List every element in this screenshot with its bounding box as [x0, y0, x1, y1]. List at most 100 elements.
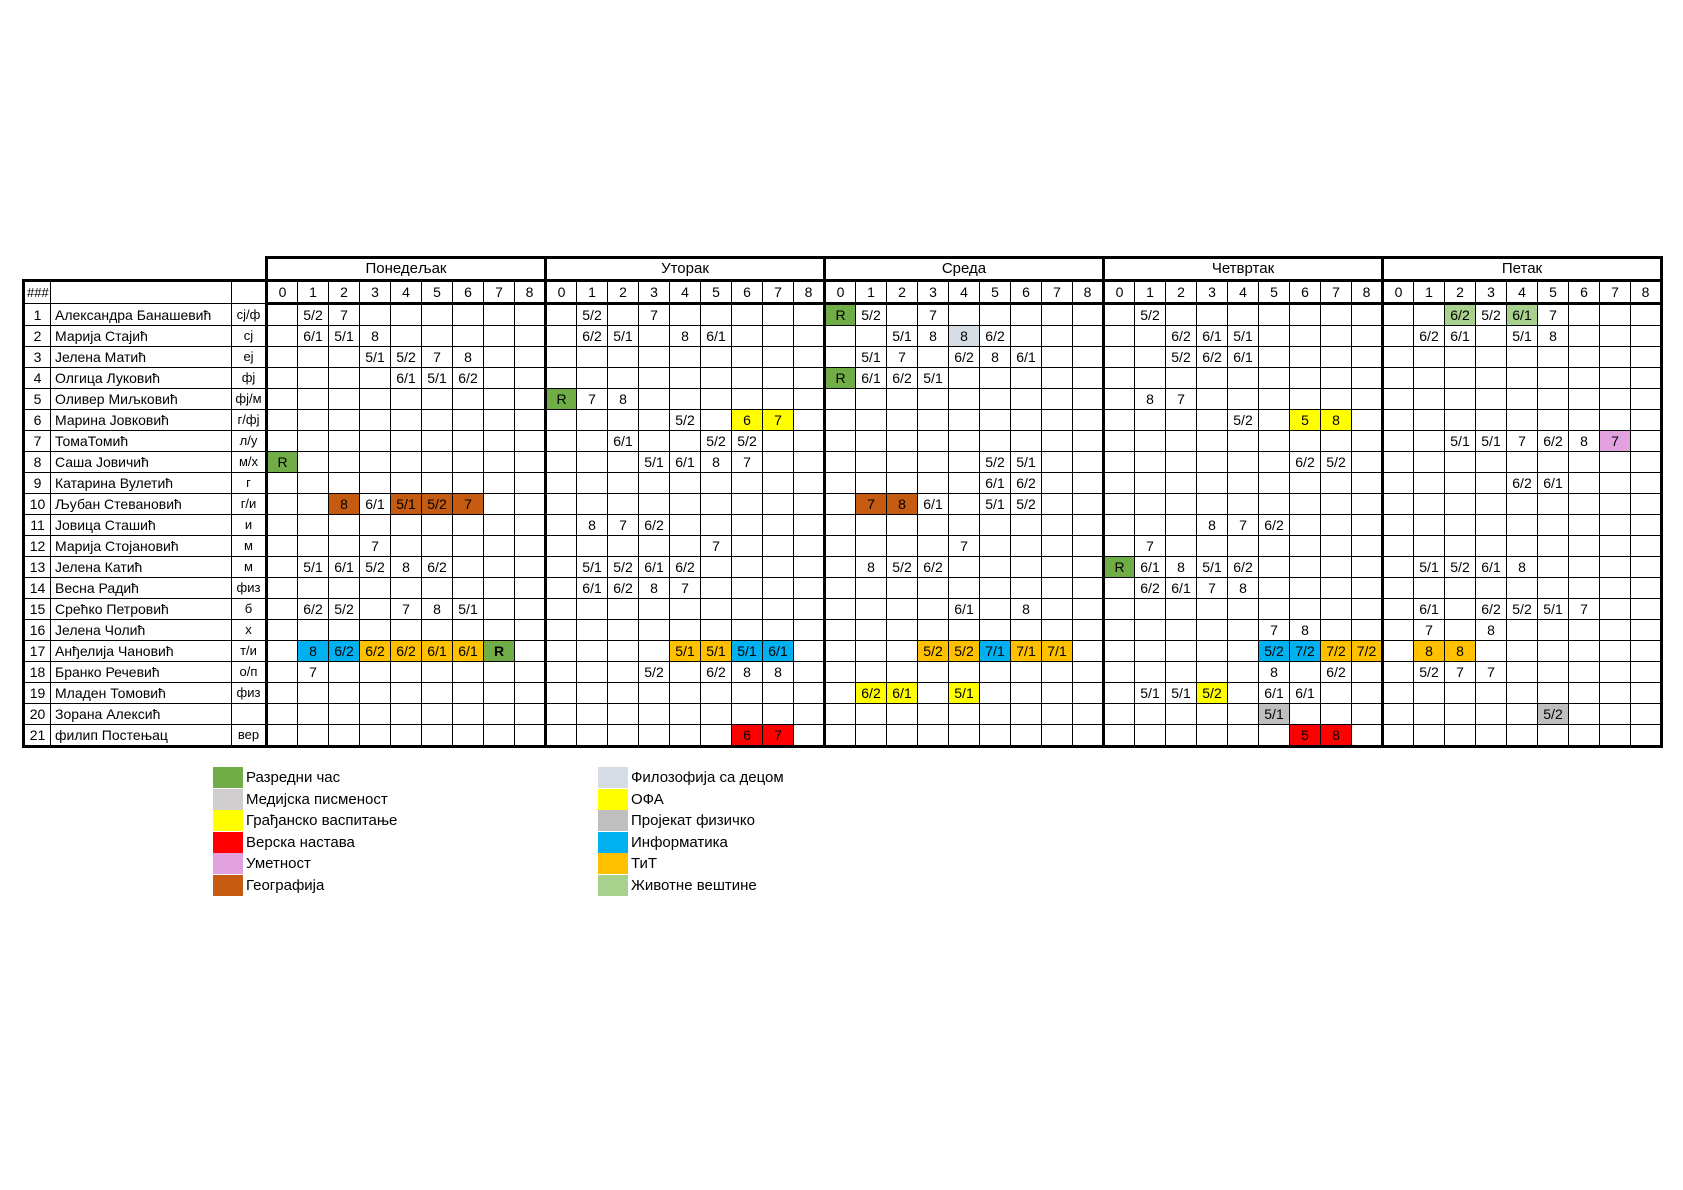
schedule-cell [823, 472, 856, 494]
schedule-cell: 7/1 [979, 640, 1011, 662]
schedule-cell [793, 451, 825, 473]
teacher-code: сј/ф [231, 303, 268, 326]
schedule-cell [1134, 346, 1166, 368]
schedule-cell [1010, 409, 1042, 431]
teacher-name: Анђелија Чановић [50, 640, 232, 662]
schedule-cell [886, 619, 918, 641]
schedule-cell [917, 724, 949, 748]
schedule-cell [731, 556, 763, 578]
schedule-cell [1227, 451, 1259, 473]
schedule-cell: 6 [731, 409, 763, 431]
schedule-cell [1227, 303, 1259, 326]
schedule-cell [576, 535, 608, 557]
schedule-cell [1258, 556, 1290, 578]
period-header: 2 [886, 280, 918, 305]
schedule-cell [917, 472, 949, 494]
schedule-cell [544, 493, 577, 515]
teacher-code [231, 703, 268, 725]
schedule-cell [297, 409, 329, 431]
teacher-code: г/и [231, 493, 268, 515]
schedule-cell [265, 388, 298, 410]
teacher-row: 9 Катарина Вулетић г 6/1 6/2 6/2 6/1 [22, 472, 1663, 494]
schedule-cell [1599, 598, 1631, 620]
schedule-cell [1102, 724, 1135, 748]
schedule-cell: 5/2 [1413, 661, 1445, 683]
schedule-cell: 6/1 [421, 640, 453, 662]
schedule-cell [328, 346, 360, 368]
schedule-cell [948, 703, 980, 725]
schedule-cell: 5/1 [979, 493, 1011, 515]
schedule-cell [359, 514, 391, 536]
schedule-cell [855, 472, 887, 494]
schedule-cell [514, 598, 546, 620]
schedule-cell [1444, 577, 1476, 599]
schedule-cell [793, 303, 825, 326]
schedule-cell [1320, 472, 1352, 494]
schedule-cell: 5/1 [576, 556, 608, 578]
schedule-cell [297, 577, 329, 599]
teacher-row: 14 Весна Радић физ 6/1 6/2 8 7 6/2 6/1 7 8 [22, 577, 1663, 599]
schedule-cell: 8 [1413, 640, 1445, 662]
schedule-cell [452, 556, 484, 578]
teacher-code: г/фј [231, 409, 268, 431]
schedule-cell [1568, 514, 1600, 536]
schedule-cell [1568, 493, 1600, 515]
schedule-cell [1041, 724, 1073, 748]
legend-column: Филозофија са децом ОФА Пројекат физичко Ин… [598, 767, 784, 896]
schedule-cell: 8 [1320, 409, 1352, 431]
teacher-code: м/х [231, 451, 268, 473]
schedule-cell [1196, 388, 1228, 410]
schedule-cell [1351, 514, 1383, 536]
schedule-cell [1599, 619, 1631, 641]
teacher-number: 5 [22, 388, 51, 410]
schedule-cell [1351, 409, 1383, 431]
schedule-cell [1010, 388, 1042, 410]
schedule-cell [1568, 640, 1600, 662]
schedule-cell [917, 409, 949, 431]
schedule-cell [1568, 303, 1600, 326]
schedule-cell [328, 619, 360, 641]
schedule-cell [1165, 409, 1197, 431]
teacher-row: 2 Марија Стајић сј 6/1 5/1 8 6/2 5/1 8 6/1 5/1 8 8 6/… [22, 325, 1663, 347]
period-header: 3 [638, 280, 670, 305]
schedule-cell [1475, 388, 1507, 410]
teacher-number: 16 [22, 619, 51, 641]
schedule-cell: 7 [855, 493, 887, 515]
schedule-cell [1010, 303, 1042, 326]
schedule-cell [1072, 325, 1104, 347]
schedule-cell [1537, 388, 1569, 410]
schedule-cell: 8 [421, 598, 453, 620]
schedule-cell [1506, 346, 1538, 368]
schedule-cell [1599, 514, 1631, 536]
legend-item: Пројекат физичко [598, 810, 784, 832]
schedule-cell [359, 598, 391, 620]
schedule-cell [762, 514, 794, 536]
schedule-cell [823, 451, 856, 473]
schedule-cell [1630, 724, 1663, 748]
schedule-cell [359, 451, 391, 473]
schedule-cell [544, 409, 577, 431]
schedule-cell [1599, 388, 1631, 410]
schedule-cell [700, 598, 732, 620]
schedule-cell [1196, 535, 1228, 557]
teacher-number: 1 [22, 303, 51, 326]
schedule-cell [1381, 472, 1414, 494]
teacher-row: 11 Јовица Сташић и 8 7 6/2 8 7 6/2 [22, 514, 1663, 536]
schedule-cell: 5/2 [297, 303, 329, 326]
schedule-cell: 7 [1568, 598, 1600, 620]
schedule-cell [1102, 430, 1135, 452]
schedule-cell [1010, 430, 1042, 452]
teacher-number: 9 [22, 472, 51, 494]
teacher-name: Александра Банашевић [50, 303, 232, 326]
schedule-cell: 6/2 [1320, 661, 1352, 683]
schedule-cell [823, 724, 856, 748]
teacher-row: 18 Бранко Речевић о/п 7 5/2 6/2 8 8 8 6/2 5/2 7 7 [22, 661, 1663, 683]
schedule-cell [1227, 430, 1259, 452]
legend-label: Информатика [631, 833, 728, 851]
schedule-cell [855, 514, 887, 536]
schedule-cell: 5/2 [421, 493, 453, 515]
schedule-cell [483, 430, 515, 452]
schedule-cell [1227, 640, 1259, 662]
schedule-cell [793, 472, 825, 494]
schedule-cell [297, 388, 329, 410]
